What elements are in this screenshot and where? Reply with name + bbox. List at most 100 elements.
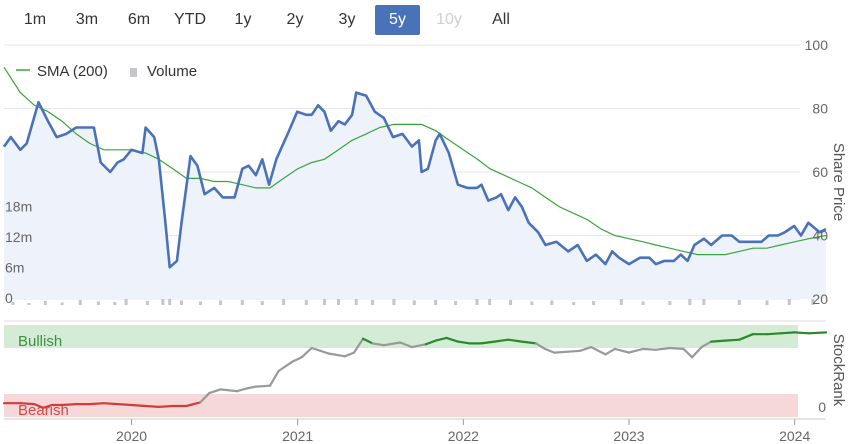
stockrank-segment [130, 403, 147, 408]
stockrank-segment [399, 341, 414, 349]
stockrank-segment [424, 339, 437, 346]
stockrank-segment [410, 343, 427, 349]
range-button-3m[interactable]: 3m [75, 11, 99, 28]
range-button-1y[interactable]: 1y [234, 11, 252, 28]
stockrank-segment [327, 352, 346, 358]
stockrank-segment [613, 347, 631, 354]
price-axis-title: Share Price [830, 143, 847, 221]
price-axis-ticks: 100 80 60 40 20 [805, 37, 829, 307]
stockrank-segment [371, 342, 385, 347]
volume-bar [509, 299, 513, 305]
range-button-6m[interactable]: 6m [127, 11, 151, 28]
volume-bar [530, 301, 534, 305]
price-tick-40: 40 [812, 228, 828, 244]
volume-bar [765, 300, 769, 305]
stockrank-segment [382, 341, 402, 347]
stockrank-segment [793, 331, 810, 335]
stockrank-segment [88, 402, 106, 406]
volume-tick-0: 0 [5, 290, 13, 306]
stockrank-segment [235, 387, 248, 393]
range-button-1m[interactable]: 1m [23, 11, 47, 28]
volume-tick-18m: 18m [5, 199, 32, 215]
legend-sma-label: SMA (200) [37, 63, 108, 80]
stockrank-segment [456, 340, 471, 345]
stockrank-panel: Bullish Bearish 0 StockRank [2, 320, 847, 419]
stockrank-segment [543, 347, 556, 354]
stockrank-segment [567, 349, 582, 353]
stockrank-segment [291, 356, 303, 363]
range-button-2y[interactable]: 2y [286, 11, 304, 28]
volume-bar [592, 300, 596, 305]
price-line [2, 91, 827, 269]
stockrank-segment [690, 346, 703, 359]
stockrank-segment [627, 347, 645, 354]
stockrank-segment [277, 360, 294, 373]
volume-bar [737, 299, 741, 305]
legend-volume-label: Volume [147, 63, 197, 80]
volume-bar [304, 299, 308, 305]
volume-bar [434, 299, 438, 305]
volume-bar [168, 298, 172, 305]
stockrank-segment [268, 369, 280, 387]
stockrank-segment [310, 346, 322, 352]
x-tick-label-2020: 2020 [116, 428, 147, 444]
volume-bar [78, 299, 82, 305]
stockrank-segment [578, 346, 593, 352]
stockrank-segment [552, 350, 570, 354]
stockrank-segment [641, 347, 657, 351]
stockrank-segment [507, 338, 524, 343]
x-tick-label-2024: 2024 [779, 428, 810, 444]
price-area-fill [4, 92, 826, 299]
volume-bar [337, 298, 341, 305]
x-tick-label-2023: 2023 [613, 428, 644, 444]
volume-bar [371, 299, 375, 305]
volume-bar [572, 301, 576, 305]
volume-bar [668, 300, 672, 305]
volume-bar [219, 300, 223, 305]
range-button-all[interactable]: All [492, 11, 510, 28]
bullish-label: Bullish [18, 333, 62, 350]
legend: SMA (200) Volume [16, 63, 197, 80]
range-selector: 1m 3m 6m YTD 1y 2y 3y 5y 10y All [0, 0, 540, 40]
stockrank-segment [60, 403, 78, 407]
stockrank-segment [765, 332, 782, 336]
stockrank-segment [343, 351, 356, 358]
stockrank-segment [779, 331, 796, 335]
stockrank-segment [219, 388, 238, 393]
stockrank-segment [534, 342, 547, 350]
stockrank-segment [480, 340, 496, 345]
volume-bar [145, 300, 149, 305]
price-tick-60: 60 [812, 164, 828, 180]
stockrank-segment [493, 338, 510, 343]
stockrank-segment [445, 336, 459, 343]
stockrank-line [2, 331, 828, 409]
stockrank-segment [208, 388, 222, 395]
stockrank-segment [319, 349, 330, 355]
volume-bar [27, 302, 31, 305]
stockrank-segment [102, 402, 119, 406]
volume-bar [60, 302, 64, 305]
stockrank-segment [738, 333, 755, 341]
range-button-5y[interactable]: 5y [375, 5, 420, 35]
stockrank-segment [724, 338, 741, 342]
volume-bar [260, 300, 264, 305]
stockrank-segment [520, 340, 538, 345]
volume-axis-ticks: 0 6m 12m 18m [5, 199, 32, 307]
range-button-3y[interactable]: 3y [338, 11, 356, 28]
stockrank-segment [807, 331, 828, 335]
volume-bar [550, 300, 554, 305]
bullish-zone [4, 325, 798, 348]
stockrank-segment [604, 347, 617, 356]
volume-bar [199, 301, 203, 305]
volume-bar [392, 297, 396, 305]
volume-bar [641, 301, 645, 305]
range-button-ytd[interactable]: YTD [174, 11, 206, 28]
stockrank-segment [300, 346, 313, 359]
stockrank-segment [144, 404, 160, 408]
volume-tick-6m: 6m [5, 260, 24, 276]
volume-bar [811, 298, 815, 305]
stockrank-segment [352, 337, 365, 354]
stockrank-segment [434, 336, 448, 342]
price-tick-20: 20 [812, 291, 828, 307]
